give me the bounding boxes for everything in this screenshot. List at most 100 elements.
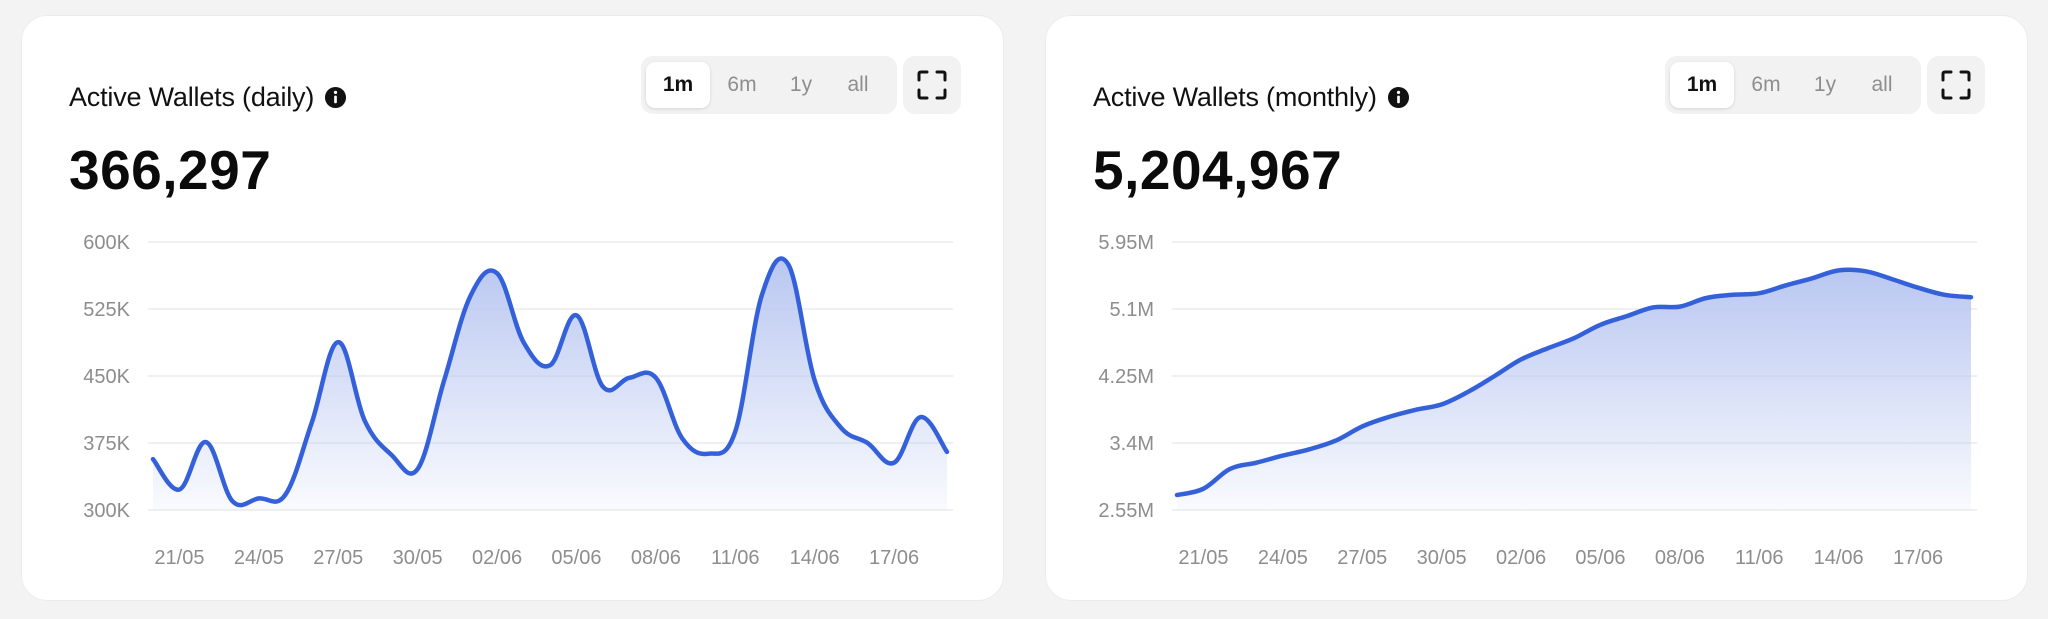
x-tick-label: 24/05: [234, 547, 284, 569]
x-tick-label: 30/05: [393, 547, 443, 569]
data-point: [282, 492, 288, 498]
data-point: [653, 375, 659, 381]
data-point: [229, 498, 235, 504]
data-point: [1862, 268, 1868, 274]
y-tick-label: 450K: [83, 366, 130, 388]
area-chart: 300K 375K 450K 525K 600K 21/05 24/05 27/05 30/05…: [83, 232, 953, 569]
data-point: [1465, 389, 1471, 395]
data-point: [1942, 292, 1948, 298]
data-point: [1598, 322, 1604, 328]
y-tick-label: 2.55M: [1098, 500, 1154, 522]
data-point: [494, 270, 500, 276]
x-tick-label: 11/06: [711, 547, 760, 569]
x-tick-label: 21/05: [154, 547, 204, 569]
data-point: [1386, 414, 1392, 420]
x-tick-label: 02/06: [472, 547, 522, 569]
range-button-all[interactable]: all: [1871, 73, 1893, 96]
y-tick-label: 5.95M: [1098, 232, 1154, 254]
x-tick-label: 11/06: [1735, 547, 1784, 569]
x-tick-label: 08/06: [631, 547, 681, 569]
data-point: [626, 375, 632, 381]
x-tick-label: 14/06: [1814, 547, 1864, 569]
series-line: [150, 256, 950, 508]
data-point: [1915, 285, 1921, 291]
data-point: [309, 420, 315, 426]
data-point: [1518, 356, 1524, 362]
data-point: [547, 362, 553, 368]
y-tick-label: 525K: [83, 299, 130, 321]
data-point: [812, 378, 818, 384]
card-header: Active Wallets (daily): [69, 82, 347, 113]
data-point: [150, 456, 156, 462]
x-tick-label: 05/06: [1575, 547, 1625, 569]
fullscreen-button[interactable]: [903, 56, 961, 114]
data-point: [362, 418, 368, 424]
y-tick-label: 4.25M: [1098, 366, 1154, 388]
range-button-1y[interactable]: 1y: [789, 73, 813, 96]
fullscreen-icon: [917, 70, 947, 100]
x-tick-label: 05/06: [551, 547, 601, 569]
data-point: [1836, 267, 1842, 273]
area-fill: [153, 258, 947, 510]
data-point: [1571, 335, 1577, 341]
data-point: [1968, 294, 1974, 300]
x-tick-label: 02/06: [1496, 547, 1546, 569]
data-point: [1359, 423, 1365, 429]
x-tick-label: 14/06: [790, 547, 840, 569]
data-point: [1889, 276, 1895, 282]
data-point: [177, 487, 183, 493]
data-point: [944, 449, 950, 455]
fullscreen-button[interactable]: [1927, 56, 1985, 114]
series-line: [1174, 267, 1974, 498]
range-button-6m[interactable]: 6m: [1751, 73, 1781, 96]
data-point: [759, 293, 765, 299]
card-title: Active Wallets (monthly): [1093, 82, 1377, 112]
card-title: Active Wallets (daily): [69, 82, 315, 112]
data-point: [891, 460, 897, 466]
data-point: [1333, 438, 1339, 444]
data-point: [1677, 304, 1683, 310]
data-point: [415, 466, 421, 472]
range-button-1m[interactable]: 1m: [646, 62, 710, 108]
x-tick-label: 17/06: [1893, 547, 1943, 569]
chart-card-daily: Active Wallets (daily) 366,297 1m 6m 1y …: [21, 15, 1004, 601]
data-point: [1253, 460, 1259, 466]
y-tick-label: 5.1M: [1110, 299, 1154, 321]
data-point: [256, 495, 262, 501]
data-point: [388, 452, 394, 458]
x-tick-label: 27/05: [1337, 547, 1387, 569]
data-point: [203, 439, 209, 445]
data-point: [732, 428, 738, 434]
data-point: [838, 425, 844, 431]
area-chart: 2.55M 3.4M 4.25M 5.1M 5.95M 21/05 24/05 27/05 30…: [1098, 232, 1977, 569]
data-point: [1756, 290, 1762, 296]
x-tick-label: 24/05: [1258, 547, 1308, 569]
range-button-1m[interactable]: 1m: [1670, 62, 1734, 108]
data-point: [679, 436, 685, 442]
y-tick-label: 600K: [83, 232, 130, 254]
info-icon[interactable]: [324, 86, 347, 109]
x-tick-label: 08/06: [1655, 547, 1705, 569]
range-selector: 1m 6m 1y all: [1665, 56, 1921, 114]
data-point: [1624, 313, 1630, 319]
data-point: [865, 440, 871, 446]
range-button-1y[interactable]: 1y: [1813, 73, 1837, 96]
data-point: [468, 293, 474, 299]
chart-card-monthly: Active Wallets (monthly) 5,204,967 1m 6m…: [1045, 15, 2028, 601]
data-point: [1174, 492, 1180, 498]
data-point: [335, 339, 341, 345]
data-point: [1412, 407, 1418, 413]
data-point: [1545, 345, 1551, 351]
data-point: [1280, 453, 1286, 459]
data-point: [1492, 373, 1498, 379]
data-point: [1703, 295, 1709, 301]
metric-value: 5,204,967: [1093, 139, 1343, 201]
info-icon[interactable]: [1387, 86, 1410, 109]
data-point: [600, 384, 606, 390]
data-point: [1730, 292, 1736, 298]
range-button-6m[interactable]: 6m: [727, 73, 757, 96]
data-point: [441, 378, 447, 384]
area-fill: [1177, 269, 1971, 510]
range-button-all[interactable]: all: [847, 73, 869, 96]
y-tick-label: 300K: [83, 500, 130, 522]
